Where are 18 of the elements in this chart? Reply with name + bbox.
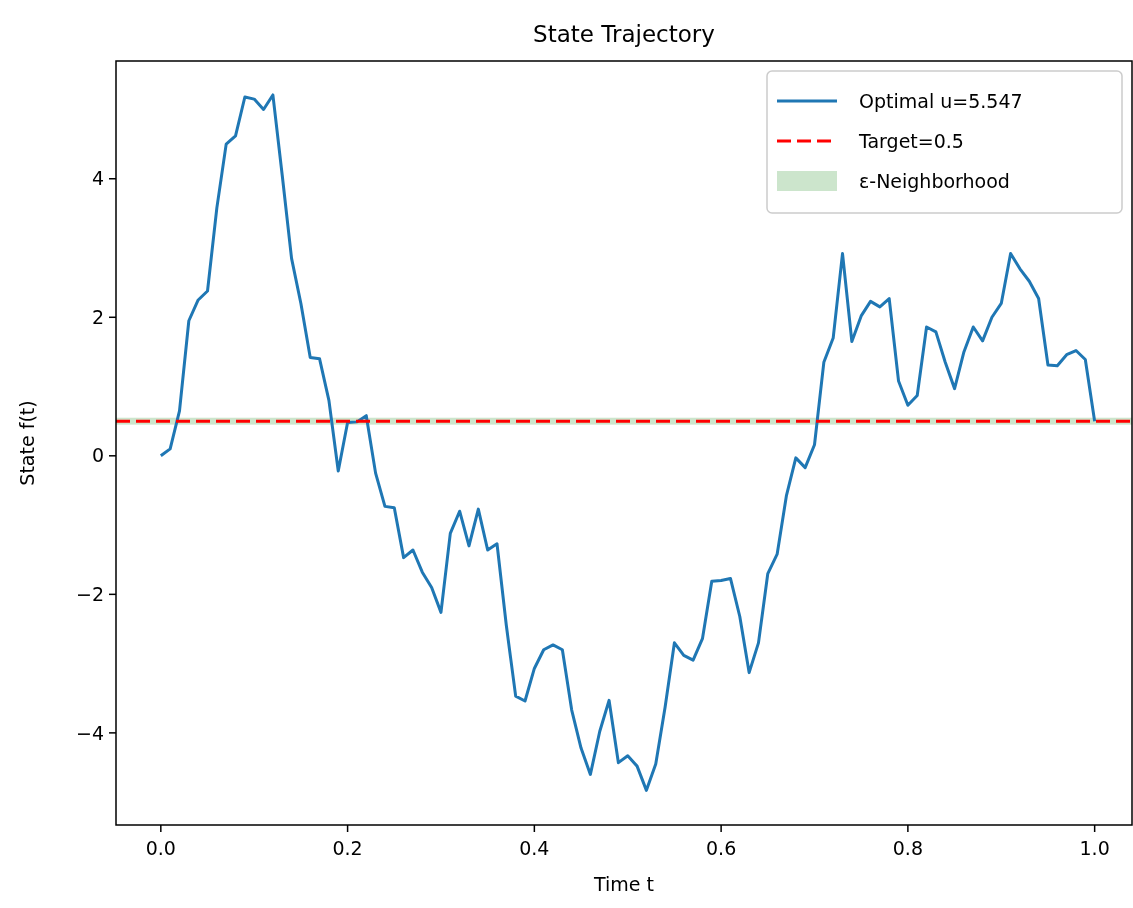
y-tick-label: 4 bbox=[91, 167, 104, 190]
x-tick-label: 0.4 bbox=[519, 837, 550, 859]
line-series bbox=[159, 93, 1097, 792]
y-tick-label: −4 bbox=[75, 721, 104, 744]
x-tick-label: 1.0 bbox=[1079, 837, 1110, 859]
chart-title: State Trajectory bbox=[533, 21, 715, 47]
y-tick-label: 0 bbox=[91, 444, 104, 467]
y-tick-label: −2 bbox=[75, 583, 104, 605]
legend-label: Target=0.5 bbox=[858, 129, 964, 152]
y-tick-label: 2 bbox=[91, 305, 104, 328]
legend-label: Optimal u=5.547 bbox=[859, 89, 1023, 112]
x-tick-label: 0.6 bbox=[706, 837, 737, 859]
x-tick-label: 0.2 bbox=[332, 837, 363, 859]
x-axis-title: Time t bbox=[593, 873, 654, 895]
legend-label: ε-Neighborhood bbox=[859, 169, 1010, 192]
y-axis-title: State f(t) bbox=[16, 400, 38, 486]
x-tick-label: 0.8 bbox=[892, 837, 923, 859]
x-tick-label: 0.0 bbox=[145, 837, 176, 859]
